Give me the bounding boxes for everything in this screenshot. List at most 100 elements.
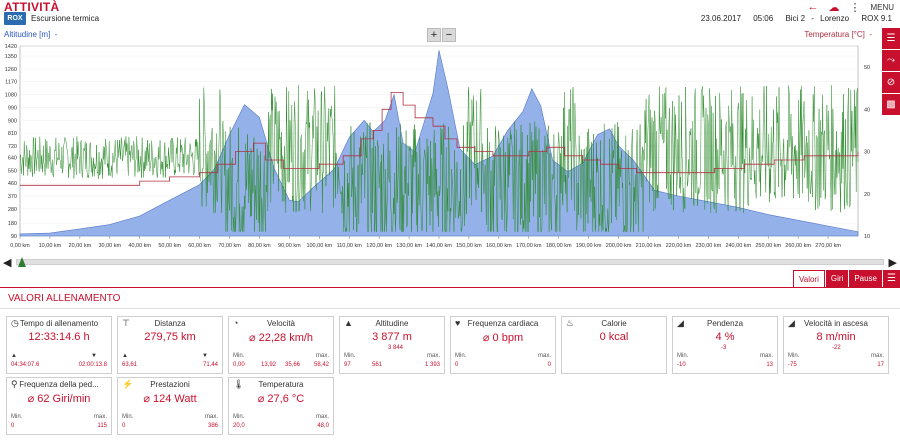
y-right-tick-label: 40: [864, 107, 870, 113]
x-tick-label: 200,00 km: [606, 243, 632, 249]
y-left-tick-label: 1350: [5, 54, 17, 60]
stat-card-pedalata: ⚲ Frequenza della ped... ⌀ 62 Giri/min Min.…: [6, 377, 112, 435]
scroll-right-icon[interactable]: ▶: [888, 257, 897, 269]
ascent-small-icon: ▲: [11, 353, 17, 359]
x-tick-label: 190,00 km: [576, 243, 602, 249]
x-tick-label: 60,00 km: [188, 243, 211, 249]
stat-title: Pendenza: [706, 319, 744, 328]
nav-icons: ← ☁ ⋮ MENU: [807, 1, 894, 14]
stat-sub-left: 63,61: [122, 362, 138, 368]
activity-date: 23.06.2017: [700, 14, 741, 23]
max-label: max.: [93, 414, 107, 420]
stat-value: ⌀ 124 Watt: [143, 393, 197, 405]
scroll-track[interactable]: [16, 259, 884, 265]
y-right-tick-label: 30: [864, 150, 870, 156]
chart-scrollbar[interactable]: ◀ ▶: [0, 254, 900, 270]
stat-mid-2: 35,66: [285, 362, 301, 368]
stat-value: ⌀ 0 bpm: [482, 332, 524, 344]
stat-title: Frequenza cardiaca: [467, 319, 539, 328]
y-left-tick-label: 90: [11, 234, 17, 240]
signpost-icon: ⊤: [122, 318, 130, 328]
activity-chart[interactable]: 90 180 280 370 460 550 640 720 810 900 990 1080 1170…: [0, 42, 880, 254]
power-icon: ⚡: [122, 379, 134, 389]
stat-max: 58,42: [313, 362, 329, 368]
stat-card-velocita: ◔ Velocità ⌀ 22,28 km/h Min. max. 0,00 58,42 13…: [228, 316, 334, 374]
x-tick-label: 50,00 km: [158, 243, 181, 249]
ascent-icon: ◢: [788, 318, 795, 328]
back-arrow-icon[interactable]: ←: [807, 1, 819, 13]
list-icon[interactable]: ☰: [882, 270, 900, 288]
y-left-tick-label: 640: [8, 155, 17, 161]
stat-min: 20,0: [233, 423, 245, 429]
stat-card-ascesa: ◢ Velocità in ascesa 8 m/min -22 Min. max. -75…: [783, 316, 889, 374]
y-right-tick-label: 10: [864, 234, 870, 240]
x-tick-label: 170,00 km: [516, 243, 542, 249]
x-tick-label: 30,00 km: [98, 243, 121, 249]
stat-sub-right: 71,44: [202, 362, 218, 368]
stat-card-temperatura: 🌡 Temperatura ⌀ 27,6 °C Min. max. 20,0 48,0: [228, 377, 334, 435]
stat-card-tempo: ◷ Tempo di allenamento 12:33:14.6 h ▲ ▼ 04:34…: [6, 316, 112, 374]
stat-value: ⌀ 22,28 km/h: [248, 332, 314, 344]
stat-value-secondary: -22: [832, 345, 841, 351]
zoom-out-button[interactable]: −: [442, 28, 456, 42]
activity-time: 05:06: [753, 14, 774, 23]
min-label: Min.: [677, 353, 689, 359]
stat-sub-right: 02:00:13.8: [78, 362, 107, 368]
stat-title: Temperatura: [258, 380, 304, 389]
bar-chart-icon[interactable]: ▩: [882, 94, 900, 116]
kebab-menu-icon[interactable]: ⋮: [849, 1, 861, 14]
temperature-selector[interactable]: Temperatura [°C] -: [804, 30, 872, 39]
stat-value: ⌀ 62 Giri/min: [27, 393, 91, 405]
no-filter-icon[interactable]: ⊘: [882, 72, 900, 94]
stat-card-distanza: ⊤ Distanza 279,75 km ▲ ▼ 63,61 71,44: [117, 316, 223, 374]
y-left-tick-label: 990: [8, 105, 17, 111]
tab-valori[interactable]: Valori: [793, 270, 825, 288]
max-label: max.: [315, 414, 329, 420]
x-tick-label: 120,00 km: [366, 243, 392, 249]
rox-logo: ROX: [4, 12, 26, 25]
tab-pause[interactable]: Pause: [848, 270, 882, 288]
x-tick-label: 10,00 km: [39, 243, 62, 249]
tab-divider: [0, 287, 900, 288]
thermometer-icon: 🌡: [233, 379, 245, 389]
stat-min: 0: [11, 423, 15, 429]
y-left-tick-label: 1260: [5, 67, 17, 73]
stat-max: 48,0: [317, 423, 329, 429]
y-left-tick-label: 810: [8, 131, 17, 137]
flame-icon: ♨: [566, 318, 575, 328]
stat-title: Velocità: [266, 319, 296, 328]
x-tick-label: 110,00 km: [337, 243, 363, 249]
stat-value: ⌀ 27,6 °C: [257, 393, 305, 405]
activity-rider: Lorenzo: [820, 14, 850, 23]
section-divider: [0, 308, 900, 309]
list-view-icon[interactable]: ☰: [882, 28, 900, 50]
stat-card-calorie: ♨ Calorie 0 kcal: [561, 316, 667, 374]
cloud-upload-icon[interactable]: ☁: [828, 1, 840, 14]
ascent-small-icon: ▲: [122, 353, 128, 359]
activity-name: Escursione termica: [31, 14, 100, 23]
stat-card-altitudine: ▲ Altitudine 3 877 m 3 844 Min. max. 97 1 393 56…: [339, 316, 445, 374]
stat-max: 13: [766, 362, 773, 368]
menu-button[interactable]: MENU: [870, 2, 894, 12]
stat-title: Calorie: [601, 319, 627, 328]
chart-header: Altitudine [m] - + − Temperatura [°C] -: [0, 28, 900, 42]
stat-value: 279,75 km: [144, 331, 196, 343]
stat-max: 386: [207, 423, 218, 429]
section-title: VALORI ALLENAMENTO: [8, 293, 121, 304]
stat-value: 12:33:14.6 h: [28, 331, 90, 343]
y-left-tick-label: 460: [8, 181, 17, 187]
max-label: max.: [759, 353, 773, 359]
x-tick-label: 240,00 km: [725, 243, 751, 249]
tab-giri[interactable]: Giri: [824, 270, 849, 288]
stat-value: 3 877 m: [372, 331, 412, 343]
min-label: Min.: [122, 414, 134, 420]
altitude-selector[interactable]: Altitudine [m] -: [4, 30, 58, 39]
descent-small-icon: ▼: [202, 353, 208, 359]
scroll-left-icon[interactable]: ◀: [3, 257, 12, 269]
chart-line-icon[interactable]: ⤳: [882, 50, 900, 72]
position-marker-icon[interactable]: [18, 257, 26, 267]
x-tick-label: 180,00 km: [546, 243, 572, 249]
x-tick-label: 0,00 km: [10, 243, 30, 249]
zoom-in-button[interactable]: +: [427, 28, 441, 42]
stat-value: 8 m/min: [816, 331, 856, 343]
